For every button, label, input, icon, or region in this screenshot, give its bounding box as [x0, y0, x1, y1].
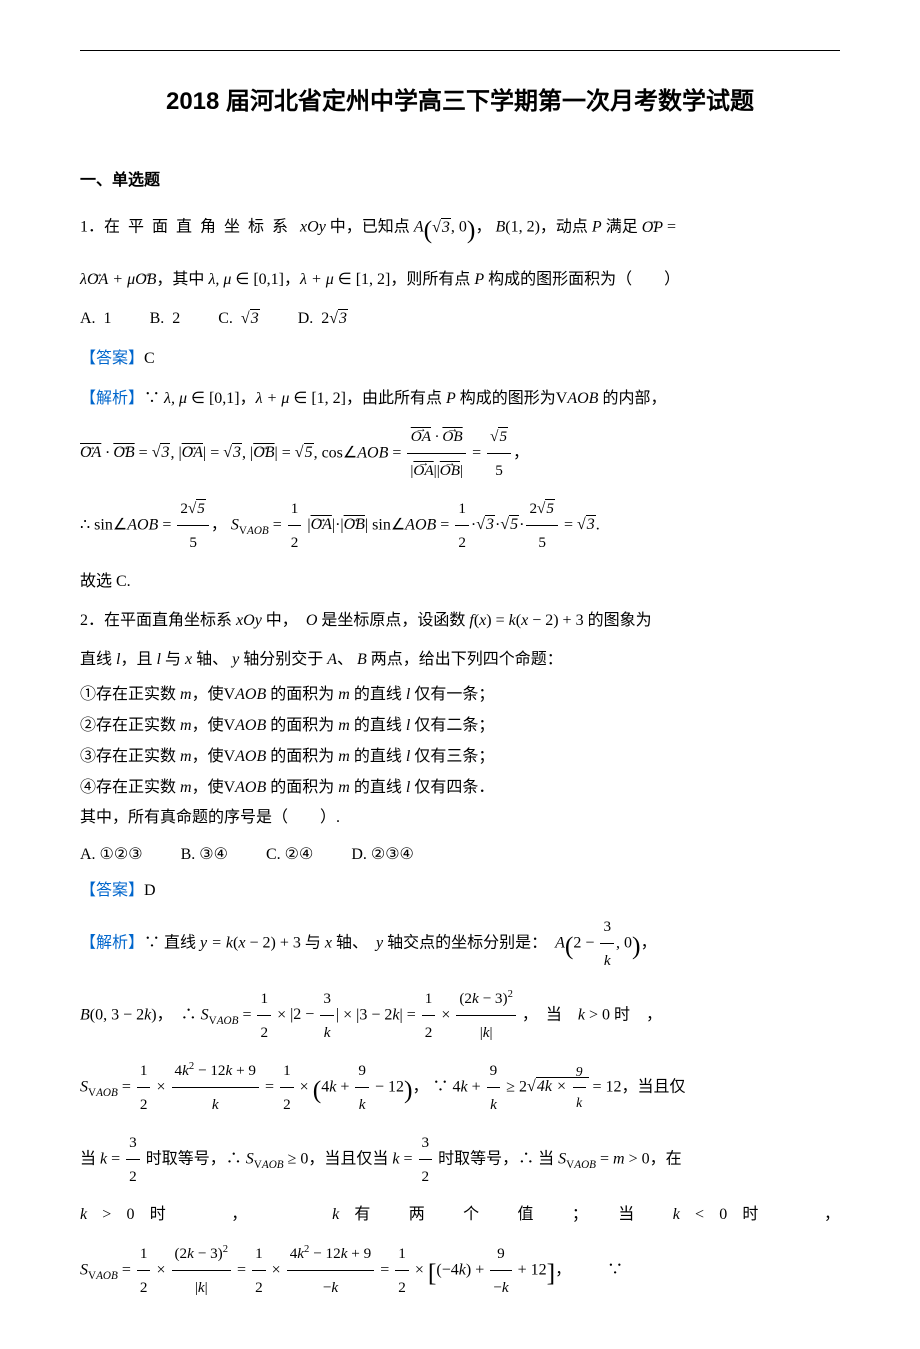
q2-analysis-line5: SVAOB = 12 × (2k − 3)2|k| = 12 × 4k2 − 1…: [80, 1237, 840, 1305]
q2-item-1: ①存在正实数 m，使VAOB 的面积为 m 的直线 l 仅有一条；: [80, 681, 840, 710]
q1-analysis-line4: 故选 C.: [80, 564, 840, 599]
q1-stem-line1: 1．在平面直角坐标系 xOy 中，已知点 A(3, 0)， B(1, 2)，动点…: [80, 202, 840, 258]
q1-choice-B: B. 2: [150, 310, 181, 327]
q2-choice-B: B. ③④: [181, 846, 228, 863]
exam-title: 2018 届河北省定州中学高三下学期第一次月考数学试题: [80, 81, 840, 116]
q2-analysis-line2: B(0, 3 − 2k)， ∴ SVAOB = 12 × |2 − 3k| × …: [80, 982, 840, 1050]
analysis-label: 【解析】: [80, 935, 144, 952]
q2-analysis-line3: SVAOB = 12 × 4k2 − 12k + 9k = 12 × (4k +…: [80, 1054, 840, 1122]
q1-answer: 【答案】C: [80, 341, 840, 376]
answer-label: 【答案】: [80, 350, 144, 367]
top-horizontal-rule: [80, 50, 840, 51]
exam-page: 2018 届河北省定州中学高三下学期第一次月考数学试题 一、单选题 1．在平面直…: [0, 0, 920, 1349]
q1-stem-line2: λOA + μOB，其中 λ, μ ∈ [0,1]，λ + μ ∈ [1, 2]…: [80, 262, 840, 297]
q1-choices: A. 1 B. 2 C. 3 D. 23: [80, 303, 840, 335]
q2-analysis-line1: 【解析】∵ 直线 y = k(x − 2) + 3 与 x 轴、 y 轴交点的坐…: [80, 910, 840, 978]
q1-number: 1．: [80, 219, 104, 236]
q1-analysis-line3: ∴ sin∠AOB = 255， SVAOB = 12 |OA|·|OB| si…: [80, 492, 840, 560]
q2-answer: 【答案】D: [80, 877, 840, 906]
analysis-label: 【解析】: [80, 390, 144, 407]
q2-stem-line2: 直线 l，且 l 与 x 轴、 y 轴分别交于 A、 B 两点，给出下列四个命题…: [80, 642, 840, 677]
q2-item-2: ②存在正实数 m，使VAOB 的面积为 m 的直线 l 仅有二条；: [80, 712, 840, 741]
q2-choice-C: C. ②④: [266, 846, 313, 863]
q1-choice-D: D. 23: [298, 309, 348, 327]
q2-stem-line3: 其中，所有真命题的序号是（ ）.: [80, 804, 840, 833]
q1-analysis-line1: 【解析】∵ λ, μ ∈ [0,1]，λ + μ ∈ [1, 2]，由此所有点 …: [80, 381, 840, 416]
q2-stem-line1: 2．在平面直角坐标系 xOy 中， O 是坐标原点，设函数 f(x) = k(x…: [80, 603, 840, 638]
q2-choices: A. ①②③ B. ③④ C. ②④ D. ②③④: [80, 839, 840, 871]
q2-choice-D: D. ②③④: [351, 846, 414, 863]
q2-item-4: ④存在正实数 m，使VAOB 的面积为 m 的直线 l 仅有四条．: [80, 774, 840, 803]
q1-choice-A: A. 1: [80, 310, 112, 327]
q2-analysis-line4a: 当 k = 32 时取等号，∴ SVAOB ≥ 0，当且仅当 k = 32 时取…: [80, 1126, 840, 1194]
q1-answer-value: C: [144, 350, 155, 367]
q1-choice-C: C. 3: [218, 309, 259, 327]
q2-item-3: ③存在正实数 m，使VAOB 的面积为 m 的直线 l 仅有三条；: [80, 743, 840, 772]
q1-analysis-line2: OA · OB = 3, |OA| = 3, |OB| = 5, cos∠AOB…: [80, 420, 840, 488]
q2-answer-value: D: [144, 882, 156, 899]
q2-choice-A: A. ①②③: [80, 846, 143, 863]
q2-analysis-line4b: k > 0 时 ， k 有 两 个 值 ； 当 k < 0 时 ，: [80, 1197, 840, 1232]
section-heading-1: 一、单选题: [80, 166, 840, 190]
q2-number: 2．: [80, 612, 104, 629]
answer-label: 【答案】: [80, 882, 144, 899]
